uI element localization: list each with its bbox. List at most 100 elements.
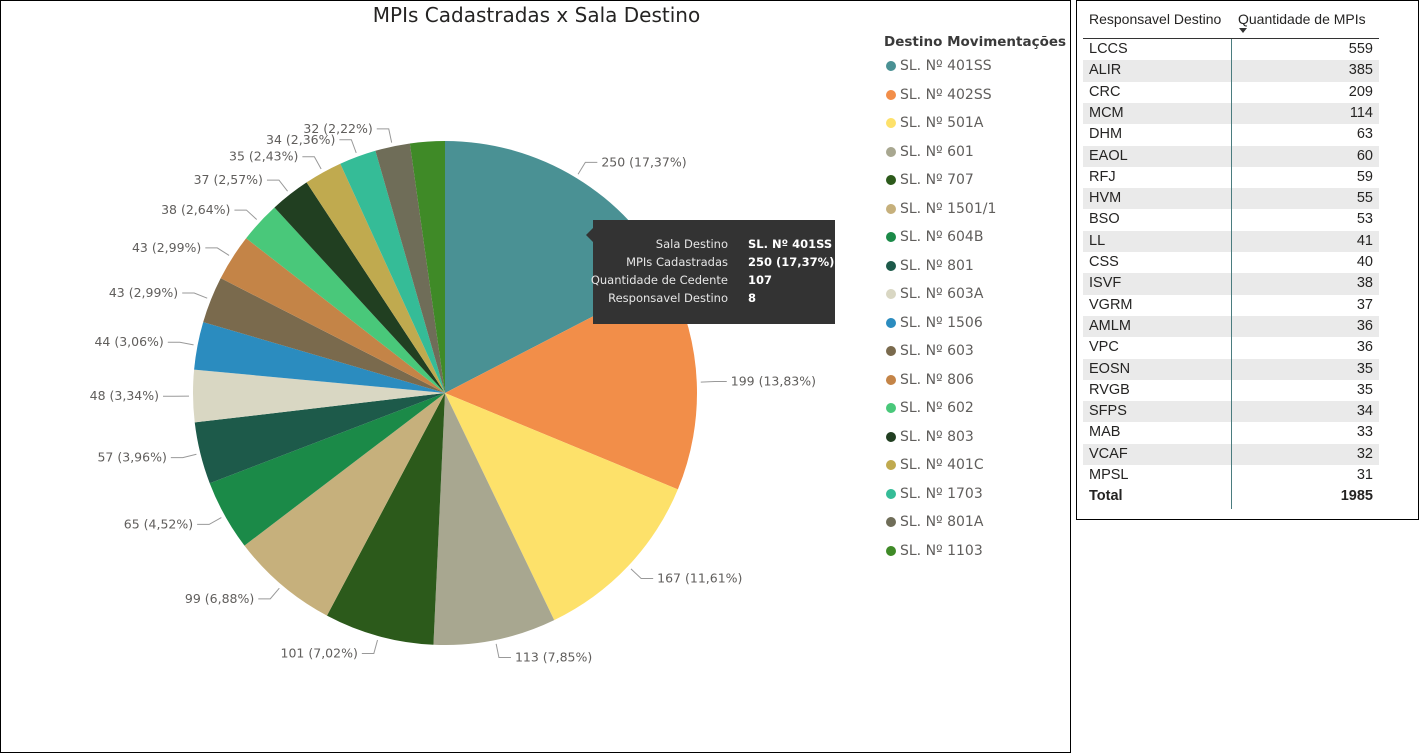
pie-slice[interactable]	[194, 322, 445, 393]
table-row[interactable]: DHM 63	[1083, 124, 1379, 145]
cell-responsavel: CRC	[1089, 83, 1121, 100]
legend-item[interactable]: SL. Nº 801	[884, 252, 1066, 281]
data-label: 167 (11,61%)	[657, 571, 742, 586]
leader-line	[170, 453, 197, 459]
legend-item[interactable]: SL. Nº 803	[884, 423, 1066, 452]
pie-slice[interactable]	[220, 238, 445, 393]
legend-item[interactable]: SL. Nº 401C	[884, 451, 1066, 480]
pie-slice[interactable]	[209, 393, 445, 546]
cell-quantidade: 209	[1348, 83, 1373, 100]
pie-slice[interactable]	[409, 141, 445, 393]
legend-label: SL. Nº 1103	[900, 542, 983, 559]
legend-item[interactable]: SL. Nº 601	[884, 138, 1066, 167]
cell-quantidade: 37	[1356, 296, 1373, 313]
cell-quantidade: 63	[1356, 126, 1373, 143]
legend-item[interactable]: SL. Nº 1501/1	[884, 195, 1066, 224]
sort-descending-icon[interactable]	[1239, 28, 1247, 33]
cell-responsavel: CSS	[1089, 254, 1119, 270]
legend-label: SL. Nº 806	[900, 371, 974, 388]
legend-item[interactable]: SL. Nº 501A	[884, 109, 1066, 138]
legend-item[interactable]: SL. Nº 806	[884, 366, 1066, 395]
leader-line	[376, 128, 393, 143]
data-label: 65 (4,52%)	[124, 516, 193, 531]
pie-slice[interactable]	[203, 278, 445, 393]
leader-line	[258, 587, 280, 600]
cell-quantidade: 60	[1356, 147, 1373, 164]
legend-marker-icon	[886, 317, 896, 328]
data-label: 250 (17,37%)	[601, 154, 686, 169]
data-label: 101 (7,02%)	[281, 645, 358, 660]
legend-item[interactable]: SL. Nº 602	[884, 394, 1066, 423]
table-row[interactable]: VPC 36	[1083, 337, 1379, 358]
table-row[interactable]: CRC 209	[1083, 82, 1379, 103]
cell-responsavel: Total	[1089, 488, 1123, 505]
legend-label: SL. Nº 501A	[900, 115, 984, 132]
table-row[interactable]: CSS 40	[1083, 252, 1379, 273]
legend-marker-icon	[886, 146, 896, 157]
cell-quantidade: 35	[1356, 381, 1373, 398]
legend-item[interactable]: SL. Nº 604B	[884, 223, 1066, 252]
legend-marker-icon	[886, 488, 896, 499]
legend-item[interactable]: SL. Nº 603A	[884, 280, 1066, 309]
legend-item[interactable]: SL. Nº 707	[884, 166, 1066, 195]
legend-item[interactable]: SL. Nº 801A	[884, 508, 1066, 537]
legend-marker-icon	[886, 431, 896, 442]
pie-slice[interactable]	[246, 207, 445, 393]
pie-slice[interactable]	[274, 182, 445, 393]
legend-marker-icon	[886, 203, 896, 214]
tooltip-value: SL. Nº 401SS	[748, 237, 833, 251]
total-row[interactable]: Total 1985	[1083, 486, 1379, 507]
legend-item[interactable]: SL. Nº 1703	[884, 480, 1066, 509]
cell-quantidade: 1985	[1340, 488, 1373, 505]
table-row[interactable]: VGRM 37	[1083, 295, 1379, 316]
tooltip-row-cedente: Quantidade de Cedente 107	[591, 273, 835, 291]
column-header-responsavel[interactable]: Responsavel Destino	[1089, 11, 1222, 27]
column-header-quantidade[interactable]: Quantidade de MPIs	[1238, 11, 1366, 27]
pie-slice[interactable]	[340, 150, 445, 393]
leader-line	[700, 380, 727, 383]
pie-slice[interactable]	[445, 277, 697, 490]
pie-slice[interactable]	[193, 369, 445, 423]
table-row[interactable]: RFJ 59	[1083, 167, 1379, 188]
data-label: 34 (2,36%)	[266, 132, 335, 147]
cell-responsavel: LCCS	[1089, 41, 1128, 57]
data-label: 57 (3,96%)	[97, 450, 166, 465]
pie-slice[interactable]	[326, 393, 445, 645]
pie-slice[interactable]	[445, 393, 678, 621]
pie-slice[interactable]	[445, 141, 669, 393]
legend-item[interactable]: SL. Nº 401SS	[884, 52, 1066, 81]
table-row[interactable]: LCCS 559	[1083, 39, 1379, 60]
legend-label: SL. Nº 803	[900, 428, 974, 445]
table-row[interactable]: MAB 33	[1083, 422, 1379, 443]
leader-line	[234, 209, 258, 220]
cell-quantidade: 36	[1356, 317, 1373, 334]
table-row[interactable]: BSO 53	[1083, 209, 1379, 230]
cell-responsavel: SFPS	[1089, 403, 1127, 420]
data-label: 48 (3,34%)	[90, 388, 159, 403]
data-label: 199 (13,83%)	[731, 373, 816, 388]
legend-item[interactable]: SL. Nº 1103	[884, 537, 1066, 566]
table-row[interactable]: MPSL 31	[1083, 465, 1379, 486]
cell-responsavel: DHM	[1089, 126, 1123, 143]
cell-quantidade: 35	[1356, 360, 1373, 377]
pie-slice[interactable]	[244, 393, 445, 616]
legend-item[interactable]: SL. Nº 603	[884, 337, 1066, 366]
pie-slice[interactable]	[375, 143, 445, 393]
tooltip-row-sala: Sala Destino SL. Nº 401SS	[593, 237, 835, 255]
legend-marker-icon	[886, 403, 896, 414]
pie-chart-panel: MPIs Cadastradas x Sala Destino 250 (17,…	[0, 0, 1071, 753]
cell-quantidade: 55	[1356, 190, 1373, 207]
legend-item[interactable]: SL. Nº 402SS	[884, 81, 1066, 110]
data-label: 38 (2,64%)	[161, 202, 230, 217]
pie-slice[interactable]	[194, 393, 445, 484]
pie-slice[interactable]	[433, 393, 555, 645]
cell-responsavel: VCAF	[1089, 445, 1128, 462]
table-row[interactable]: RVGB 35	[1083, 380, 1379, 401]
legend-items: SL. Nº 401SS SL. Nº 402SS SL. Nº 501A SL. N…	[884, 52, 1066, 565]
data-label: 37 (2,57%)	[194, 172, 263, 187]
legend-item[interactable]: SL. Nº 1506	[884, 309, 1066, 338]
pie-slice[interactable]	[306, 163, 445, 393]
leader-line	[339, 139, 357, 154]
pie-chart: 250 (17,37%) 199 (13,83%) 167 (11,61%) 113 …	[90, 121, 816, 665]
legend-label: SL. Nº 707	[900, 172, 974, 189]
